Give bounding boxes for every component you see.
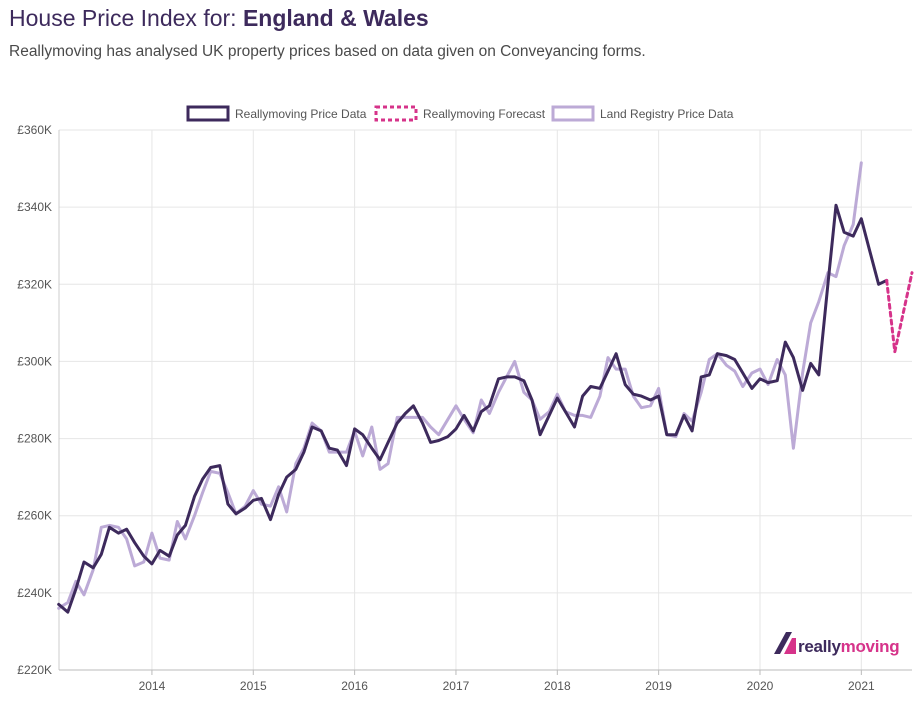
y-tick-label: £340K (17, 200, 52, 214)
series-lines (57, 161, 914, 614)
page-title: House Price Index for: England & Wales (9, 5, 429, 32)
x-tick-label: 2017 (443, 679, 470, 693)
reallymoving-price-data-line (57, 203, 889, 614)
x-tick-label: 2018 (544, 679, 571, 693)
legend-swatch (374, 105, 418, 122)
legend-label: Reallymoving Price Data (235, 107, 367, 121)
legend-swatch (186, 105, 230, 122)
page-subtitle: Reallymoving has analysed UK property pr… (9, 43, 646, 60)
legend-swatch (551, 105, 595, 122)
legend-label: Land Registry Price Data (600, 107, 734, 121)
legend: Reallymoving Price Data Reallymoving Fore… (186, 105, 734, 122)
y-tick-label: £360K (17, 123, 52, 137)
x-tick-label: 2021 (848, 679, 875, 693)
title-prefix: House Price Index for: (9, 5, 243, 31)
y-tick-label: £220K (17, 663, 52, 677)
y-tick-label: £280K (17, 432, 52, 446)
x-tick-label: 2020 (747, 679, 774, 693)
x-tick-label: 2019 (645, 679, 672, 693)
x-tick-label: 2014 (139, 679, 166, 693)
x-tick-label: 2016 (341, 679, 368, 693)
axes: £220K £240K £260K £280K £300K £320K £340K £360K… (17, 123, 912, 693)
title-region: England & Wales (242, 5, 429, 31)
reallymoving-forecast-line (885, 271, 914, 354)
legend-label: Reallymoving Forecast (423, 107, 546, 121)
y-tick-label: £260K (17, 509, 52, 523)
house-logo-icon (774, 632, 796, 654)
reallymoving-logo: reallymoving (772, 626, 902, 660)
x-tick-label: 2015 (240, 679, 267, 693)
logo-word-part1: really (798, 637, 841, 656)
y-tick-label: £320K (17, 277, 52, 291)
logo-word-part2: moving (840, 637, 900, 656)
grid (59, 129, 912, 671)
land-registry-price-data-line (57, 161, 863, 610)
logo-wordmark: reallymoving (798, 637, 900, 657)
y-tick-label: £300K (17, 354, 52, 368)
y-tick-label: £240K (17, 586, 52, 600)
